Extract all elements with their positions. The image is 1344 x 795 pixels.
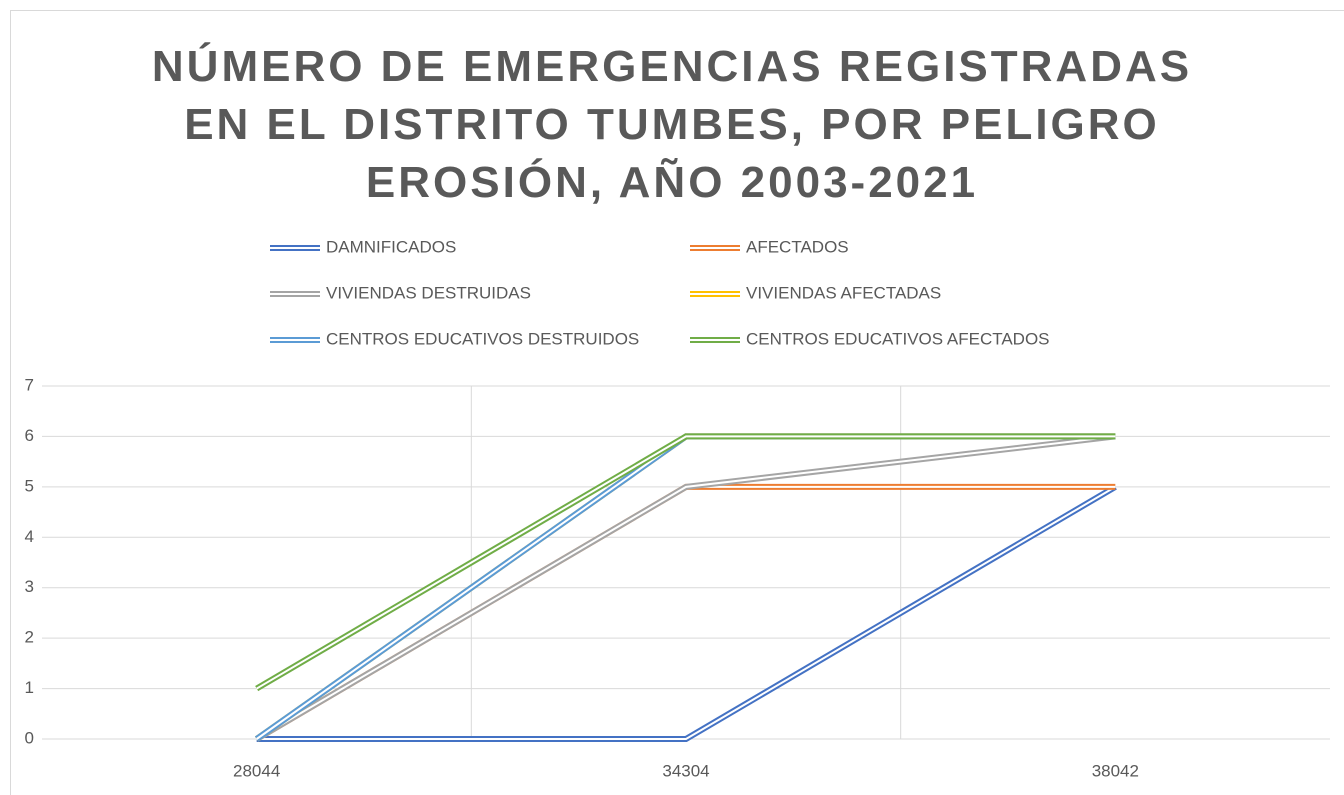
x-tick-label: 38042 bbox=[1092, 761, 1139, 780]
y-tick-label: 7 bbox=[25, 375, 34, 394]
y-tick-label: 0 bbox=[25, 728, 34, 747]
legend-label: DAMNIFICADOS bbox=[326, 237, 456, 256]
y-tick-label: 3 bbox=[25, 577, 34, 596]
y-tick-label: 5 bbox=[25, 476, 34, 495]
x-tick-label: 28044 bbox=[233, 761, 280, 780]
y-tick-label: 2 bbox=[25, 628, 34, 647]
series-line-inner bbox=[256, 435, 1116, 740]
y-tick-label: 1 bbox=[25, 678, 34, 697]
legend-label: VIVIENDAS AFECTADAS bbox=[746, 283, 941, 302]
series-line-inner bbox=[256, 485, 1116, 740]
y-tick-label: 4 bbox=[25, 527, 34, 546]
legend-label: VIVIENDAS DESTRUIDAS bbox=[326, 283, 531, 302]
chart-title: NÚMERO DE EMERGENCIAS REGISTRADAS EN EL … bbox=[151, 42, 1193, 207]
legend-label: AFECTADOS bbox=[746, 237, 849, 256]
x-tick-label: 34304 bbox=[662, 761, 709, 780]
legend-label: CENTROS EDUCATIVOS AFECTADOS bbox=[746, 329, 1050, 348]
y-tick-label: 6 bbox=[25, 426, 34, 445]
series-line-inner bbox=[256, 435, 1116, 690]
chart-frame bbox=[10, 10, 1344, 795]
legend-label: CENTROS EDUCATIVOS DESTRUIDOS bbox=[326, 329, 639, 348]
